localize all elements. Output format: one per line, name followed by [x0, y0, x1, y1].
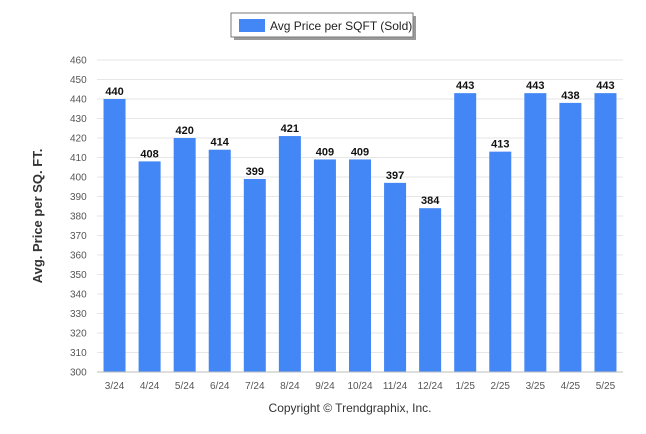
bars	[103, 93, 617, 373]
x-tick-label: 1/25	[455, 381, 475, 392]
y-tick-label: 350	[70, 270, 87, 281]
bar-data-label: 443	[456, 80, 474, 92]
bar-data-label: 438	[561, 90, 579, 102]
x-tick-label: 2/25	[491, 381, 511, 392]
y-tick-label: 390	[70, 192, 87, 203]
y-tick-label: 330	[70, 309, 87, 320]
x-tick-label: 10/24	[347, 381, 372, 392]
x-axis-ticks: 3/24 4/24 5/24 6/24 7/24 8/24 9/24 10/24 11/24 12…	[105, 381, 616, 392]
bar-data-label: 399	[246, 166, 264, 178]
bar-data-label: 409	[351, 146, 369, 158]
y-tick-label: 340	[70, 290, 87, 301]
bar	[173, 138, 196, 372]
y-tick-label: 460	[70, 56, 87, 67]
bar-data-label: 408	[140, 148, 158, 160]
x-tick-label: 4/25	[561, 381, 581, 392]
bar	[419, 208, 442, 372]
bar	[208, 149, 231, 372]
y-tick-label: 400	[70, 173, 87, 184]
y-axis-ticks: 300 310 320 330 340 350 360 370 380 390 400 410 420 4…	[70, 56, 87, 379]
y-tick-label: 430	[70, 114, 87, 125]
bar	[103, 99, 126, 372]
bar-data-label: 443	[596, 80, 614, 92]
x-tick-label: 4/24	[140, 381, 160, 392]
x-tick-label: 12/24	[418, 381, 443, 392]
x-tick-label: 5/25	[596, 381, 616, 392]
bar-data-label: 420	[175, 125, 193, 137]
y-tick-label: 370	[70, 231, 87, 242]
x-tick-label: 7/24	[245, 381, 265, 392]
y-axis-title: Avg. Price per SQ. FT.	[30, 149, 45, 284]
bar	[138, 161, 161, 372]
bar-data-label: 413	[491, 139, 509, 151]
x-tick-label: 9/24	[315, 381, 335, 392]
y-tick-label: 450	[70, 75, 87, 86]
y-tick-label: 420	[70, 134, 87, 145]
x-tick-label: 3/24	[105, 381, 125, 392]
bar-data-labels: 440 408 420 414 399 421 409 409 397 384 443 413 443 4…	[105, 80, 614, 207]
bar-data-label: 414	[211, 137, 230, 149]
legend-swatch	[239, 19, 265, 32]
legend-label: Avg Price per SQFT (Sold)	[270, 19, 412, 33]
bar-data-label: 443	[526, 80, 544, 92]
bar	[243, 178, 266, 372]
bar-data-label: 421	[281, 123, 299, 135]
bar-data-label: 397	[386, 170, 404, 182]
bar	[454, 93, 477, 373]
bar-data-label: 409	[316, 146, 334, 158]
bar	[594, 93, 617, 373]
bar-data-label: 440	[105, 86, 123, 98]
bar	[278, 136, 301, 372]
legend: Avg Price per SQFT (Sold)	[230, 12, 416, 40]
y-tick-label: 380	[70, 212, 87, 223]
x-tick-label: 5/24	[175, 381, 195, 392]
copyright-text: Copyright © Trendgraphix, Inc.	[269, 401, 432, 415]
bar	[349, 159, 371, 372]
x-tick-label: 3/25	[526, 381, 546, 392]
x-tick-label: 11/24	[383, 381, 408, 392]
x-tick-label: 6/24	[210, 381, 230, 392]
y-tick-label: 300	[70, 368, 87, 379]
bar	[313, 159, 336, 372]
bar	[489, 151, 512, 372]
y-tick-label: 410	[70, 153, 87, 164]
bar	[384, 182, 407, 372]
y-tick-label: 360	[70, 251, 87, 262]
y-tick-label: 310	[70, 348, 87, 359]
x-tick-label: 8/24	[280, 381, 300, 392]
y-tick-label: 440	[70, 95, 87, 106]
bar-data-label: 384	[421, 195, 440, 207]
y-tick-label: 320	[70, 329, 87, 340]
bar	[559, 102, 582, 373]
bar	[524, 93, 547, 373]
